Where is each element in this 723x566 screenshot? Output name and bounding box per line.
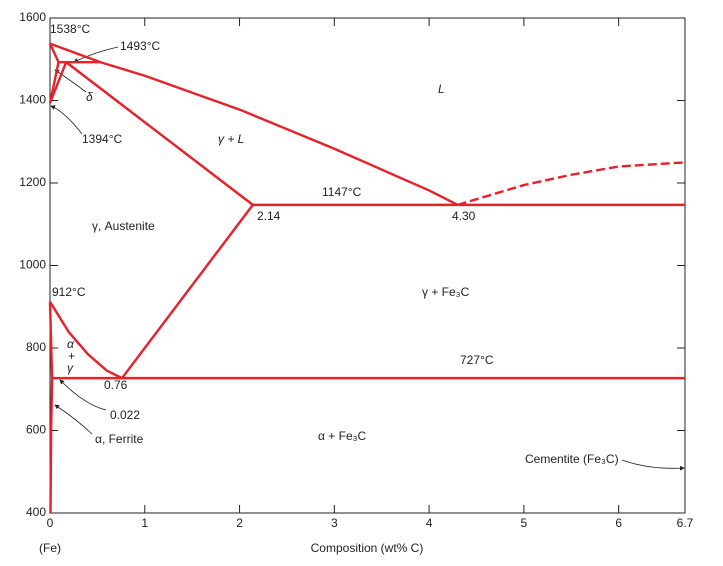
y-tick-label: 1400 (19, 93, 46, 107)
annotation: 2.14 (257, 209, 281, 223)
y-tick-label: 1000 (19, 258, 46, 272)
phase-boundary (48, 43, 60, 63)
x-tick-label: 0 (47, 516, 54, 530)
annotation: L (438, 82, 445, 96)
y-tick-label: 400 (26, 505, 46, 519)
annotation: 1538°C (50, 22, 90, 36)
annotation: + (68, 349, 75, 363)
annotation: γ + Fe₃C (422, 285, 470, 299)
annotation: γ + L (218, 132, 244, 146)
plot-frame (49, 17, 686, 514)
annotation: α, Ferrite (95, 432, 144, 446)
phase-boundary (49, 378, 54, 514)
annotation: 1394°C (82, 132, 122, 146)
annotation: δ (86, 90, 93, 104)
x-tick-label: 6.7 (677, 516, 694, 530)
phase-boundary (49, 42, 101, 64)
phase-boundary (457, 161, 686, 207)
x-tick-label: 3 (331, 516, 338, 530)
annotation: 912°C (52, 285, 86, 299)
phase-boundary (65, 61, 254, 206)
annotation: 0.022 (110, 408, 140, 422)
phase-boundary (121, 204, 254, 379)
annotation: 4.30 (452, 209, 476, 223)
x-tick-label: 1 (141, 516, 148, 530)
annotation: 0.76 (104, 378, 128, 392)
phase-boundary (99, 60, 459, 206)
y-tick-label: 600 (26, 423, 46, 437)
x-tick-label: 4 (426, 516, 433, 530)
annotation: γ, Austenite (92, 219, 155, 233)
annotation: α + Fe₃C (318, 429, 367, 443)
y-tick-label: 800 (26, 340, 46, 354)
annotation: 1147°C (322, 185, 362, 199)
phase-boundary (48, 301, 54, 379)
annotation: α (67, 337, 75, 351)
annotation: Cementite (Fe₃C) (525, 452, 619, 466)
x-tick-label: 2 (236, 516, 243, 530)
x-tick-label: 5 (521, 516, 528, 530)
y-tick-label: 1600 (19, 10, 46, 24)
annotation: γ (67, 361, 74, 375)
annotation: 727°C (460, 353, 494, 367)
x-axis-label: Composition (wt% C) (311, 541, 424, 555)
y-tick-label: 1200 (19, 175, 46, 189)
x-tick-label: 6 (615, 516, 622, 530)
annotation: 1493°C (120, 39, 160, 53)
arrows (50, 46, 685, 471)
phase-boundary (48, 301, 123, 380)
x-origin-label: (Fe) (39, 541, 61, 555)
phase-boundary (48, 61, 68, 104)
